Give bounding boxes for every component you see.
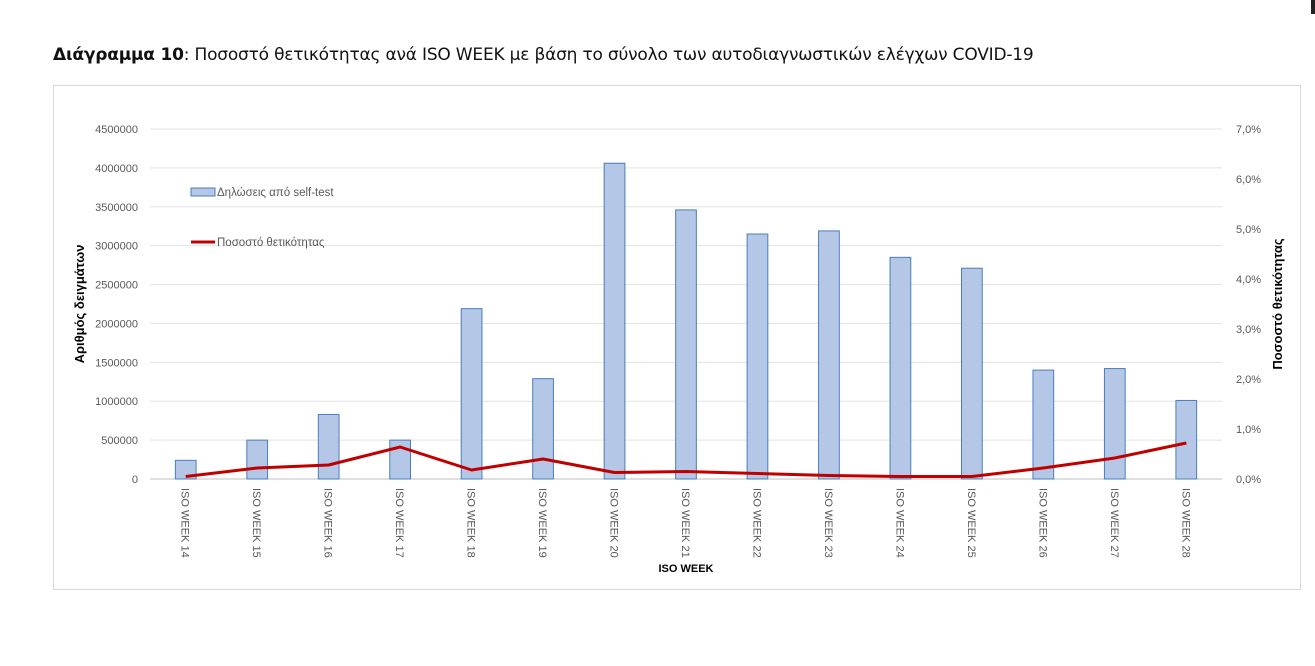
bar bbox=[675, 209, 697, 480]
figure-caption-number: Διάγραμμα 10 bbox=[53, 45, 184, 65]
x-tick-label: ISO WEEK 24 bbox=[893, 488, 905, 558]
x-tick-label: ISO WEEK 16 bbox=[322, 488, 334, 558]
bar-series bbox=[174, 162, 1198, 480]
bar bbox=[1175, 399, 1198, 480]
y-tick-label: 500000 bbox=[101, 435, 138, 447]
y-tick-label: 1500000 bbox=[95, 357, 138, 369]
bar bbox=[460, 308, 483, 480]
y2-tick-label: 6,0% bbox=[1236, 174, 1261, 186]
legend-line-label: Ποσοστό θετικότητας bbox=[217, 237, 325, 249]
x-tick-label: ISO WEEK 26 bbox=[1036, 488, 1048, 558]
line-series bbox=[185, 441, 1187, 478]
x-tick-label: ISO WEEK 17 bbox=[393, 488, 405, 558]
bar bbox=[317, 413, 340, 480]
x-tick-label: ISO WEEK 19 bbox=[536, 488, 548, 558]
x-tick-label: ISO WEEK 22 bbox=[751, 488, 763, 558]
bar bbox=[889, 256, 912, 480]
figure-caption: Διάγραμμα 10: Ποσοστό θετικότητας ανά IS… bbox=[53, 45, 1034, 65]
bar bbox=[1103, 368, 1126, 480]
y-tick-label: 4000000 bbox=[95, 163, 138, 175]
bar bbox=[961, 267, 983, 480]
legend-bar-label: Δηλώσεις από self-test bbox=[217, 187, 334, 199]
y2-tick-label: 0,0% bbox=[1236, 474, 1261, 486]
y2-tick-label: 7,0% bbox=[1236, 124, 1261, 136]
x-tick-label: ISO WEEK 14 bbox=[179, 488, 191, 558]
bar bbox=[246, 439, 269, 480]
bar bbox=[746, 233, 769, 480]
y2-tick-label: 5,0% bbox=[1236, 224, 1261, 236]
bar bbox=[818, 230, 840, 480]
page-edge-mark bbox=[1311, 0, 1315, 14]
x-tick-label: ISO WEEK 15 bbox=[250, 488, 262, 558]
x-tick-label: ISO WEEK 21 bbox=[679, 488, 691, 558]
right-axis-ticks: 0,0% 1,0% 2,0% 3,0% 4,0% 5,0% 6,0% 7,0% bbox=[1236, 124, 1261, 486]
y2-tick-label: 2,0% bbox=[1236, 374, 1261, 386]
y-tick-label: 2500000 bbox=[95, 280, 138, 292]
left-axis-ticks: 0 500000 1000000 1500000 2000000 2500000 30000… bbox=[95, 124, 138, 486]
bar bbox=[174, 459, 197, 480]
figure-caption-text: : Ποσοστό θετικότητας ανά ISO WEEK με βά… bbox=[183, 45, 1034, 65]
y-tick-label: 2000000 bbox=[95, 318, 138, 330]
x-axis-title: ISO WEEK bbox=[658, 563, 713, 575]
y-tick-label: 1000000 bbox=[95, 396, 138, 408]
y2-axis-title: Ποσοστό θετικότητας bbox=[1270, 238, 1285, 370]
x-tick-label: ISO WEEK 28 bbox=[1179, 488, 1191, 558]
y-tick-label: 4500000 bbox=[95, 124, 138, 136]
bar bbox=[1032, 369, 1055, 480]
x-tick-label: ISO WEEK 25 bbox=[965, 488, 977, 558]
x-tick-label: ISO WEEK 27 bbox=[1108, 488, 1120, 558]
y-axis-title: Αριθμός δειγμάτων bbox=[72, 245, 87, 364]
y2-tick-label: 4,0% bbox=[1236, 274, 1261, 286]
legend-bar-swatch bbox=[190, 187, 216, 197]
bar bbox=[532, 378, 554, 480]
x-axis-ticks: ISO WEEK 14 ISO WEEK 15 ISO WEEK 16 ISO WEE… bbox=[179, 488, 1192, 558]
x-tick-label: ISO WEEK 23 bbox=[822, 488, 834, 558]
y-tick-label: 3500000 bbox=[95, 202, 138, 214]
legend: Δηλώσεις από self-test Ποσοστό θετικότητ… bbox=[190, 187, 334, 249]
bar bbox=[603, 162, 626, 480]
y-tick-label: 0 bbox=[132, 474, 138, 486]
y2-tick-label: 3,0% bbox=[1236, 324, 1261, 336]
y2-tick-label: 1,0% bbox=[1236, 424, 1261, 436]
x-tick-label: ISO WEEK 18 bbox=[465, 488, 477, 558]
x-tick-label: ISO WEEK 20 bbox=[608, 488, 620, 558]
y-tick-label: 3000000 bbox=[95, 241, 138, 253]
